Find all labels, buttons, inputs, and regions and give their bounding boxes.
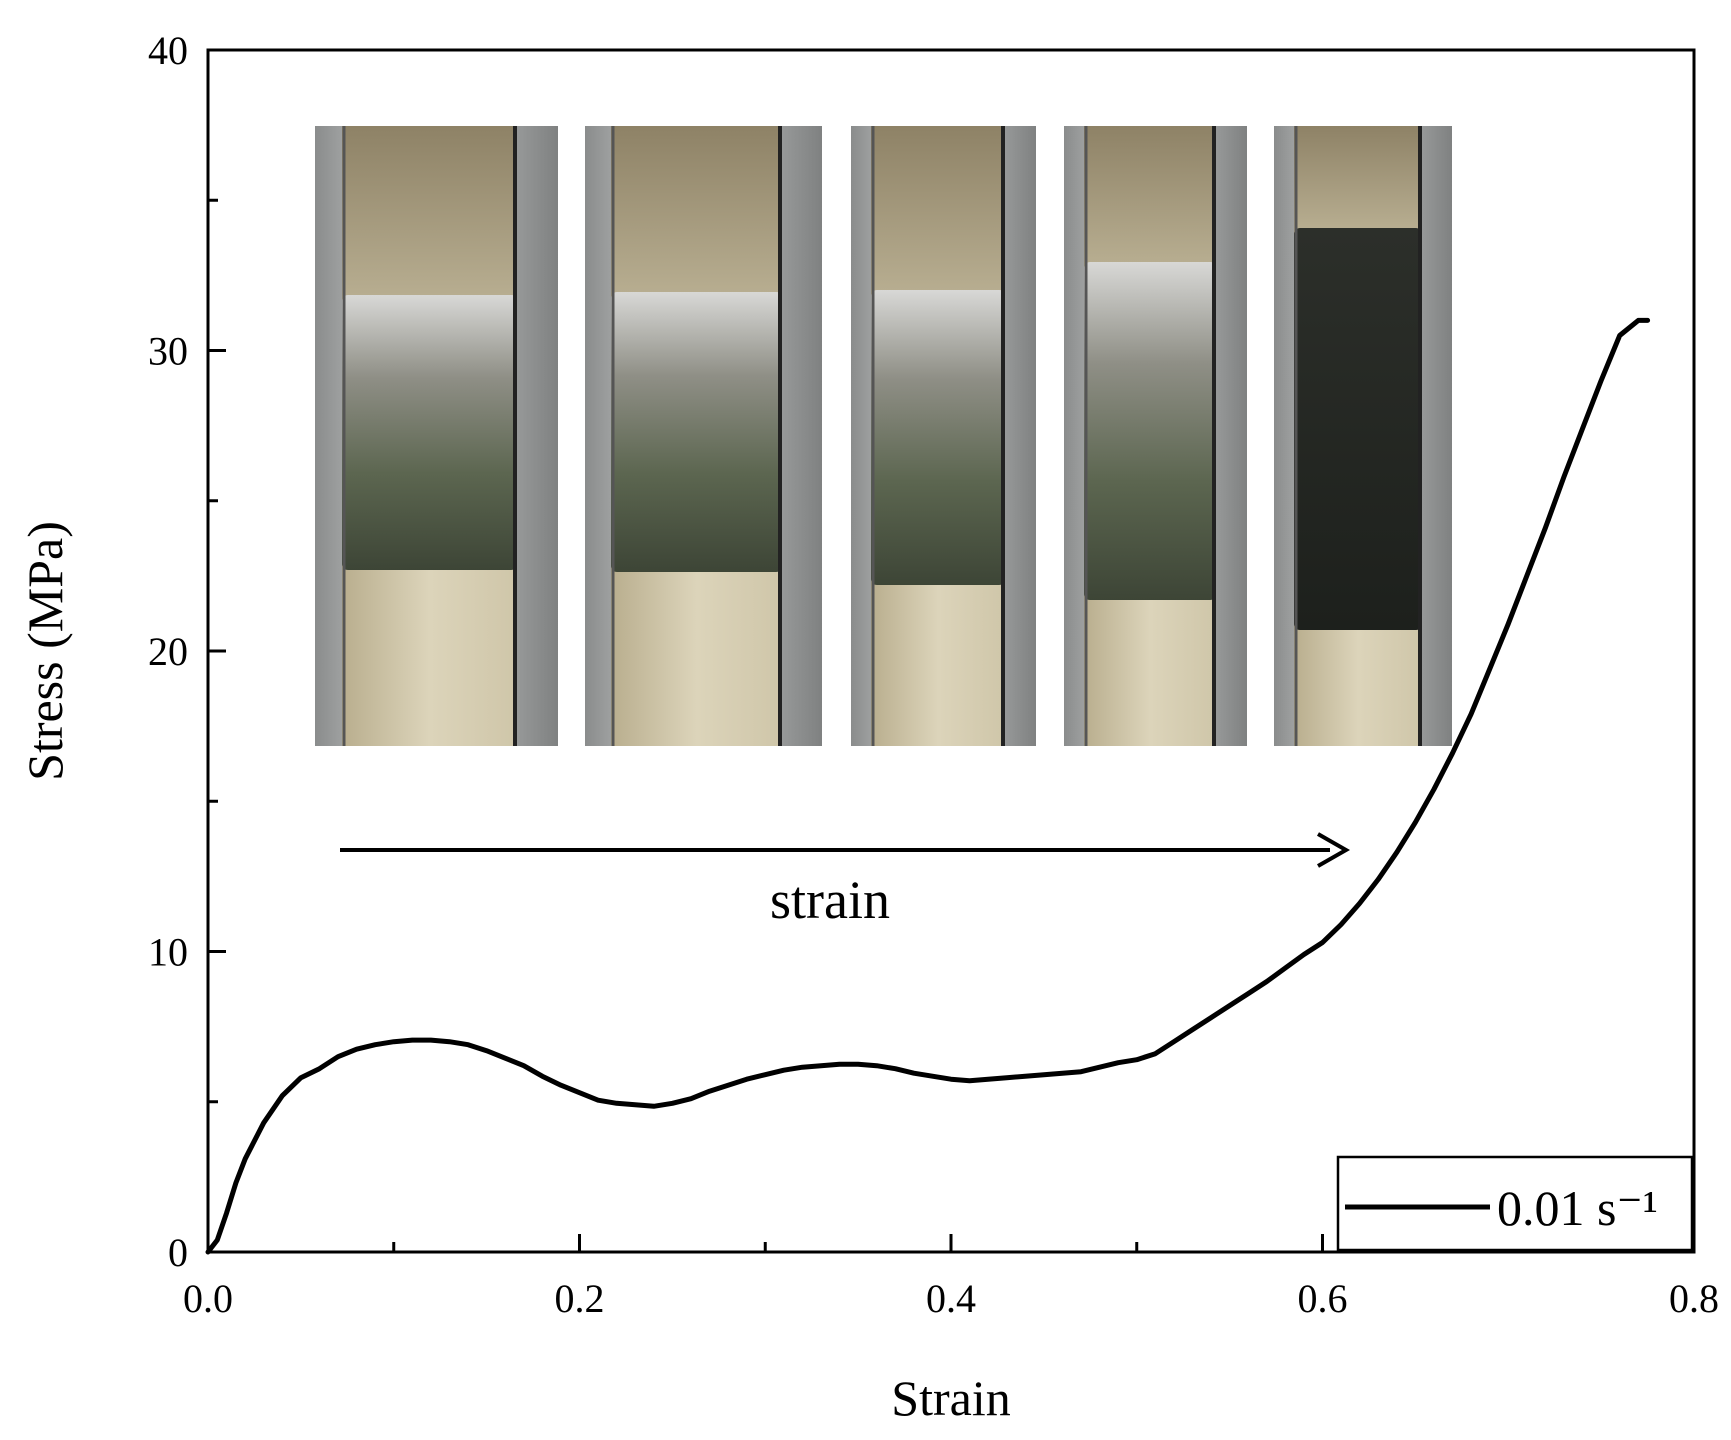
x-axis: 0.0 0.2 0.4 0.6 0.8 — [183, 1234, 1719, 1321]
x-tick-label: 0.6 — [1298, 1276, 1348, 1321]
y-tick-label: 30 — [148, 329, 188, 374]
legend: 0.01 s⁻¹ — [1336, 1155, 1694, 1252]
x-axis-title: Strain — [891, 1370, 1010, 1426]
y-axis-title: Stress (MPa) — [17, 521, 73, 781]
x-tick-label: 0.8 — [1669, 1276, 1719, 1321]
series-line-0.01 — [205, 317, 1651, 1255]
legend-box — [1336, 1155, 1694, 1252]
y-tick-label: 20 — [148, 629, 188, 674]
y-axis: 0 10 20 30 40 — [148, 28, 226, 1275]
inset-photo-2 — [585, 126, 822, 746]
inset-photo-5 — [1274, 126, 1452, 746]
inset-photos — [315, 126, 1452, 746]
y-tick-label: 10 — [148, 930, 188, 975]
strain-annotation: strain — [770, 870, 890, 930]
x-tick-label: 0.4 — [926, 1276, 976, 1321]
x-tick-label: 0.0 — [183, 1276, 233, 1321]
y-tick-label: 40 — [148, 28, 188, 73]
inset-photo-4 — [1064, 126, 1247, 746]
inset-photo-3 — [851, 126, 1036, 746]
y-tick-label: 0 — [168, 1230, 188, 1275]
inset-photo-1 — [315, 126, 558, 746]
legend-entry-label: 0.01 s⁻¹ — [1497, 1180, 1658, 1236]
x-tick-label: 0.2 — [555, 1276, 605, 1321]
strain-arrow — [340, 832, 1351, 868]
